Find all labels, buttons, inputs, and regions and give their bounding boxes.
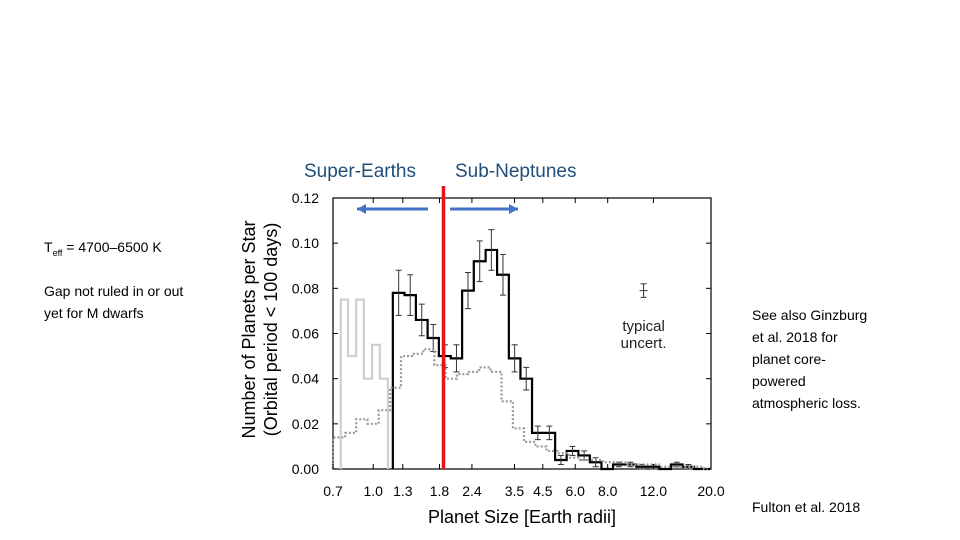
x-tick-label: 20.0 — [697, 483, 724, 499]
x-tick-label: 0.7 — [323, 483, 343, 499]
x-axis-label: Planet Size [Earth radii] — [428, 507, 616, 527]
y-tick-label: 0.10 — [292, 235, 319, 251]
teff-range: = 4700–6500 K — [62, 239, 162, 255]
gap-note-line: yet for M dwarfs — [44, 305, 144, 321]
ginzburg-note-line: See also Ginzburg — [752, 307, 868, 323]
sub-neptunes-label: Sub-Neptunes — [455, 161, 577, 182]
tick-layer: 0.7 1.0 1.3 1.8 2.4 3.5 4.5 6.0 8.0 12.0 20.0 0.00 0… — [239, 190, 725, 527]
series-line-dotted-gray — [331, 348, 711, 471]
super-earths-arrow-head — [357, 204, 366, 214]
series-line-solid-lightgray — [339, 298, 390, 469]
ginzburg-note: See also Ginzburg et al. 2018 for planet… — [752, 304, 867, 414]
x-tick-label: 3.5 — [505, 483, 525, 499]
citation: Fulton et al. 2018 — [752, 499, 861, 515]
x-tick-label: 1.8 — [430, 483, 450, 499]
x-tick-label: 12.0 — [640, 483, 667, 499]
sub-neptunes-arrow-head — [509, 204, 518, 214]
ginzburg-note-line: planet core- — [752, 351, 826, 367]
gap-note-line: Gap not ruled in or out — [44, 283, 184, 299]
gap-note: Gap not ruled in or out yet for M dwarfs — [44, 280, 183, 324]
ginzburg-note-line: atmospheric loss. — [752, 395, 861, 411]
teff-symbol: T — [44, 239, 53, 255]
ginzburg-note-line: et al. 2018 for — [752, 329, 838, 345]
x-tick-label: 2.4 — [462, 483, 482, 499]
ginzburg-note-line: powered — [752, 373, 806, 389]
y-tick-label: 0.04 — [292, 371, 319, 387]
annotation-text: uncert. — [621, 335, 667, 352]
y-axis-label-2: (Orbital period < 100 days) — [261, 223, 281, 437]
x-tick-label: 4.5 — [533, 483, 553, 499]
y-tick-label: 0.06 — [292, 326, 319, 342]
y-tick-label: 0.02 — [292, 416, 319, 432]
super-earths-label: Super-Earths — [304, 161, 416, 182]
series-line-solid-black — [391, 248, 711, 471]
x-tick-label: 8.0 — [598, 483, 618, 499]
teff-label: Teff = 4700–6500 K — [44, 236, 162, 264]
series-layer — [331, 229, 711, 471]
y-tick-label: 0.08 — [292, 280, 319, 296]
y-axis-label: Number of Planets per Star — [239, 220, 259, 438]
x-tick-label: 1.0 — [363, 483, 383, 499]
x-tick-label: 6.0 — [566, 483, 586, 499]
teff-subscript: eff — [52, 247, 63, 258]
y-tick-label: 0.12 — [292, 190, 319, 206]
x-tick-label: 1.3 — [393, 483, 413, 499]
annotation-text: typical — [622, 318, 665, 335]
y-tick-label: 0.00 — [292, 461, 319, 477]
